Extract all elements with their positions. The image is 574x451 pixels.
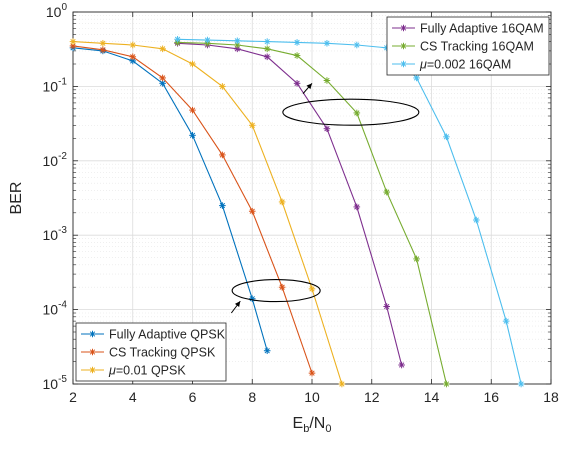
legend: Fully Adaptive QPSK CS Tracking QPSK μ=0.0… bbox=[75, 322, 227, 382]
data-point bbox=[174, 35, 181, 43]
y-tick-label: 10-2 bbox=[43, 151, 68, 169]
y-tick-label: 100 bbox=[46, 2, 68, 20]
data-point bbox=[308, 369, 316, 377]
legend-box bbox=[75, 322, 227, 382]
data-point bbox=[293, 52, 301, 59]
data-point bbox=[99, 46, 107, 54]
data-point bbox=[323, 125, 331, 133]
x-tick-label: 2 bbox=[69, 389, 77, 405]
legend-label: Fully Adaptive 16QAM bbox=[420, 22, 544, 36]
x-tick-label: 12 bbox=[364, 389, 380, 405]
series-line bbox=[177, 41, 447, 385]
data-point bbox=[278, 283, 286, 291]
data-point bbox=[443, 133, 450, 141]
series-3 bbox=[69, 38, 346, 388]
data-point bbox=[263, 53, 271, 61]
x-tick-label: 8 bbox=[248, 389, 256, 405]
data-point bbox=[413, 255, 420, 263]
x-tick-label: 10 bbox=[304, 389, 320, 405]
data-point bbox=[353, 109, 361, 117]
series-1 bbox=[69, 44, 271, 355]
data-point bbox=[248, 122, 256, 129]
data-point bbox=[383, 188, 390, 196]
series-line bbox=[72, 41, 343, 385]
data-point bbox=[443, 380, 450, 388]
data-point bbox=[248, 295, 256, 303]
annotation-ellipse bbox=[231, 279, 321, 303]
annotation-arrowhead bbox=[234, 301, 241, 308]
data-point bbox=[473, 216, 480, 224]
data-point bbox=[278, 198, 286, 206]
series-group bbox=[69, 35, 525, 388]
legend-label: CS Tracking QPSK bbox=[109, 346, 216, 360]
y-axis-label: BER bbox=[8, 182, 25, 215]
y-tick-label: 10-1 bbox=[43, 76, 68, 94]
data-point bbox=[219, 151, 226, 159]
data-point bbox=[189, 132, 196, 139]
data-point bbox=[204, 36, 211, 44]
data-point bbox=[189, 60, 196, 68]
data-point bbox=[353, 203, 361, 211]
data-point bbox=[517, 380, 525, 388]
data-point bbox=[398, 361, 405, 369]
x-axis-label: Eb/N0 bbox=[293, 415, 332, 435]
y-tick-label: 10-3 bbox=[43, 225, 68, 243]
data-point bbox=[502, 317, 510, 325]
data-point bbox=[400, 42, 407, 50]
data-point bbox=[293, 39, 301, 46]
y-tick-label: 10-5 bbox=[43, 374, 68, 392]
data-point bbox=[159, 45, 166, 53]
data-point bbox=[263, 347, 271, 355]
x-tick-label: 16 bbox=[483, 389, 499, 405]
x-tick-label: 14 bbox=[424, 389, 440, 405]
data-point bbox=[323, 39, 331, 47]
data-point bbox=[400, 60, 407, 68]
data-point bbox=[89, 348, 96, 356]
axes-box bbox=[72, 11, 552, 385]
data-point bbox=[159, 74, 166, 82]
series-6 bbox=[174, 35, 525, 388]
data-point bbox=[353, 41, 361, 49]
annotation-arrowhead bbox=[306, 83, 312, 90]
data-point bbox=[129, 57, 137, 65]
legend-label: μ=0.01 QPSK bbox=[108, 364, 186, 378]
data-point bbox=[400, 24, 407, 32]
legend-label: CS Tracking 16QAM bbox=[420, 40, 534, 54]
data-point bbox=[413, 74, 420, 82]
data-point bbox=[69, 38, 77, 45]
data-point bbox=[383, 303, 390, 310]
x-tick-label: 6 bbox=[189, 389, 197, 405]
x-tick-label: 4 bbox=[129, 389, 137, 405]
data-point bbox=[263, 38, 271, 45]
data-point bbox=[89, 366, 96, 374]
data-point bbox=[99, 39, 107, 47]
series-4 bbox=[174, 39, 405, 369]
series-5 bbox=[174, 39, 450, 388]
legend-label: μ=0.002 16QAM bbox=[419, 58, 511, 72]
series-line bbox=[72, 47, 268, 351]
data-point bbox=[189, 106, 196, 114]
data-point bbox=[129, 41, 137, 49]
data-point bbox=[129, 53, 137, 61]
series-2 bbox=[69, 42, 316, 377]
legend-label: Fully Adaptive QPSK bbox=[109, 328, 226, 342]
legend: Fully Adaptive 16QAM CS Tracking 16QAM μ=0… bbox=[386, 16, 550, 76]
data-point bbox=[234, 37, 241, 45]
annotation-ellipse bbox=[282, 98, 420, 126]
data-point bbox=[89, 330, 96, 338]
x-tick-label: 18 bbox=[543, 389, 559, 405]
data-point bbox=[323, 77, 331, 84]
data-point bbox=[219, 83, 226, 90]
data-point bbox=[219, 202, 226, 209]
data-point bbox=[293, 80, 301, 87]
data-point bbox=[263, 45, 271, 53]
data-point bbox=[248, 207, 256, 215]
y-tick-label: 10-4 bbox=[43, 300, 68, 318]
data-point bbox=[338, 380, 346, 388]
annotations bbox=[230, 82, 420, 314]
data-point bbox=[308, 285, 316, 293]
